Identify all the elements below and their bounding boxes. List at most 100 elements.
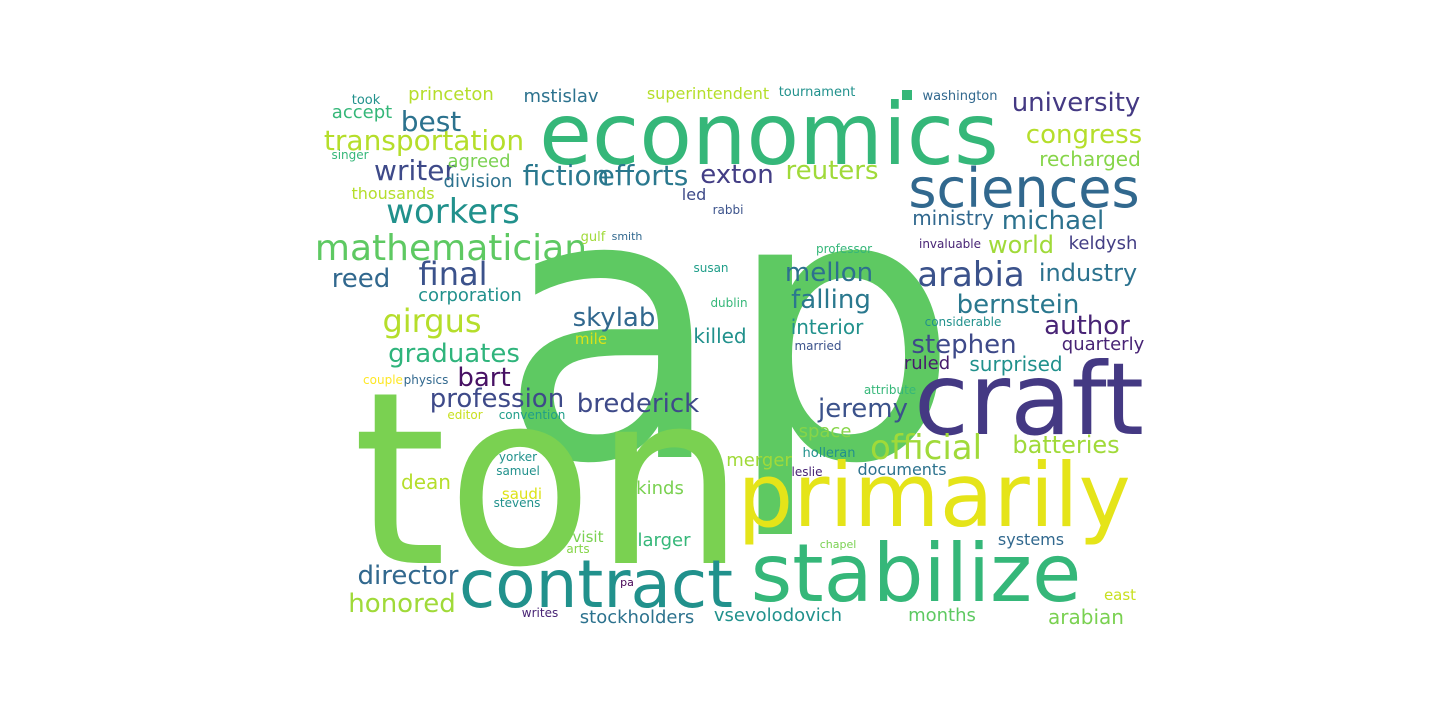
word-kinds: kinds [636,478,684,499]
word-official: official [869,428,983,468]
square-marker [902,90,912,100]
word-mile: mile [574,330,608,348]
word-stockholders: stockholders [579,607,695,628]
word-bart: bart [457,363,511,393]
word-contract: contract [458,546,734,623]
word-princeton: princeton [408,84,494,105]
word-efforts: efforts [597,159,689,192]
word-profession: profession [429,384,565,414]
word-michael: michael [1001,206,1105,236]
word-industry: industry [1038,259,1138,287]
word-invaluable: invaluable [918,237,982,251]
word-ruled: ruled [903,353,951,374]
word-chapel: chapel [819,538,857,551]
word-considerable: considerable [924,315,1002,329]
word-transportation: transportation [323,124,525,157]
word-saudi: saudi [501,485,543,503]
word-couple: couple [363,373,403,387]
word-arabian: arabian [1048,605,1124,629]
word-larger: larger [637,530,691,551]
word-dublin: dublin [710,296,748,310]
word-world: world [987,231,1055,259]
word-economics: economics [539,85,999,185]
word-arabia: arabia [917,255,1025,295]
word-east: east [1103,586,1137,604]
word-physics: physics [403,373,449,387]
word-stabilize: stabilize [750,527,1082,620]
word-congress: congress [1025,120,1143,150]
word-editor: editor [447,408,483,422]
word-girgus: girgus [382,302,482,340]
word-best: best [400,105,462,138]
word-author: author [1044,311,1130,341]
word-brederick: brederick [576,389,700,419]
word-sciences: sciences [908,157,1140,220]
word-division: division [443,171,513,192]
word-months: months [908,605,976,626]
word-craft: craft [913,341,1145,458]
word-married: married [794,339,842,353]
word-holleran: holleran [802,446,856,461]
word-reed: reed [331,264,391,294]
word-dean: dean [401,470,451,494]
word-interior: interior [790,315,864,339]
word-recharged: recharged [1039,147,1141,171]
word-final: final [418,255,488,293]
word-reuters: reuters [785,156,879,186]
word-smith: smith [611,230,643,243]
word-gulf: gulf [580,230,606,245]
word-agreed: agreed [447,151,511,172]
word-skylab: skylab [572,303,656,333]
word-ton: ton [352,340,746,620]
word-bernstein: bernstein [956,290,1080,320]
word-keldysh: keldysh [1068,233,1138,254]
word-exton: exton [700,160,774,190]
word-killed: killed [693,324,747,348]
word-vsevolodovich: vsevolodovich [713,605,843,626]
word-professor: professor [815,242,873,256]
word-documents: documents [857,460,947,479]
word-mstislav: mstislav [523,86,599,107]
word-stevens: stevens [493,496,541,510]
word-thousands: thousands [351,184,435,203]
word-samuel: samuel [496,464,540,478]
word-visit: visit [572,528,604,546]
word-workers: workers [386,192,520,232]
word-arts: arts [566,542,590,556]
word-singer: singer [331,148,369,162]
word-susan: susan [693,261,729,275]
word-ap: ap [498,115,960,545]
word-rabbi: rabbi [712,203,744,217]
word-merger: merger [726,450,792,471]
word-graduates: graduates [388,339,520,369]
word-yorker: yorker [498,450,538,464]
word-superintendent: superintendent [646,84,770,103]
word-leslie: leslie [791,465,823,479]
word-fiction: fiction [522,159,610,192]
word-mathematician: mathematician [314,228,588,269]
word-systems: systems [997,530,1065,549]
word-corporation: corporation [418,285,522,306]
word-washington: washington [922,89,998,104]
word-led: led [681,185,707,204]
word-honored: honored [348,589,456,619]
word-batteries: batteries [1012,431,1120,459]
word-surprised: surprised [969,352,1063,376]
word-pa: pa [620,576,634,589]
word-writes: writes [521,606,559,620]
word-tournament: tournament [778,85,856,100]
word-writer: writer [374,154,456,187]
word-convention: convention [498,408,566,422]
word-jeremy: jeremy [817,394,909,424]
word-university: university [1011,88,1141,118]
word-accept: accept [331,102,393,123]
word-falling: falling [791,285,871,315]
word-took: took [351,93,381,108]
word-attribute: attribute [863,383,917,397]
word-ministry: ministry [912,206,994,230]
word-stephen: stephen [911,330,1017,360]
word-director: director [357,561,459,591]
word-quarterly: quarterly [1061,334,1145,355]
word-primarily: primarily [737,444,1131,547]
